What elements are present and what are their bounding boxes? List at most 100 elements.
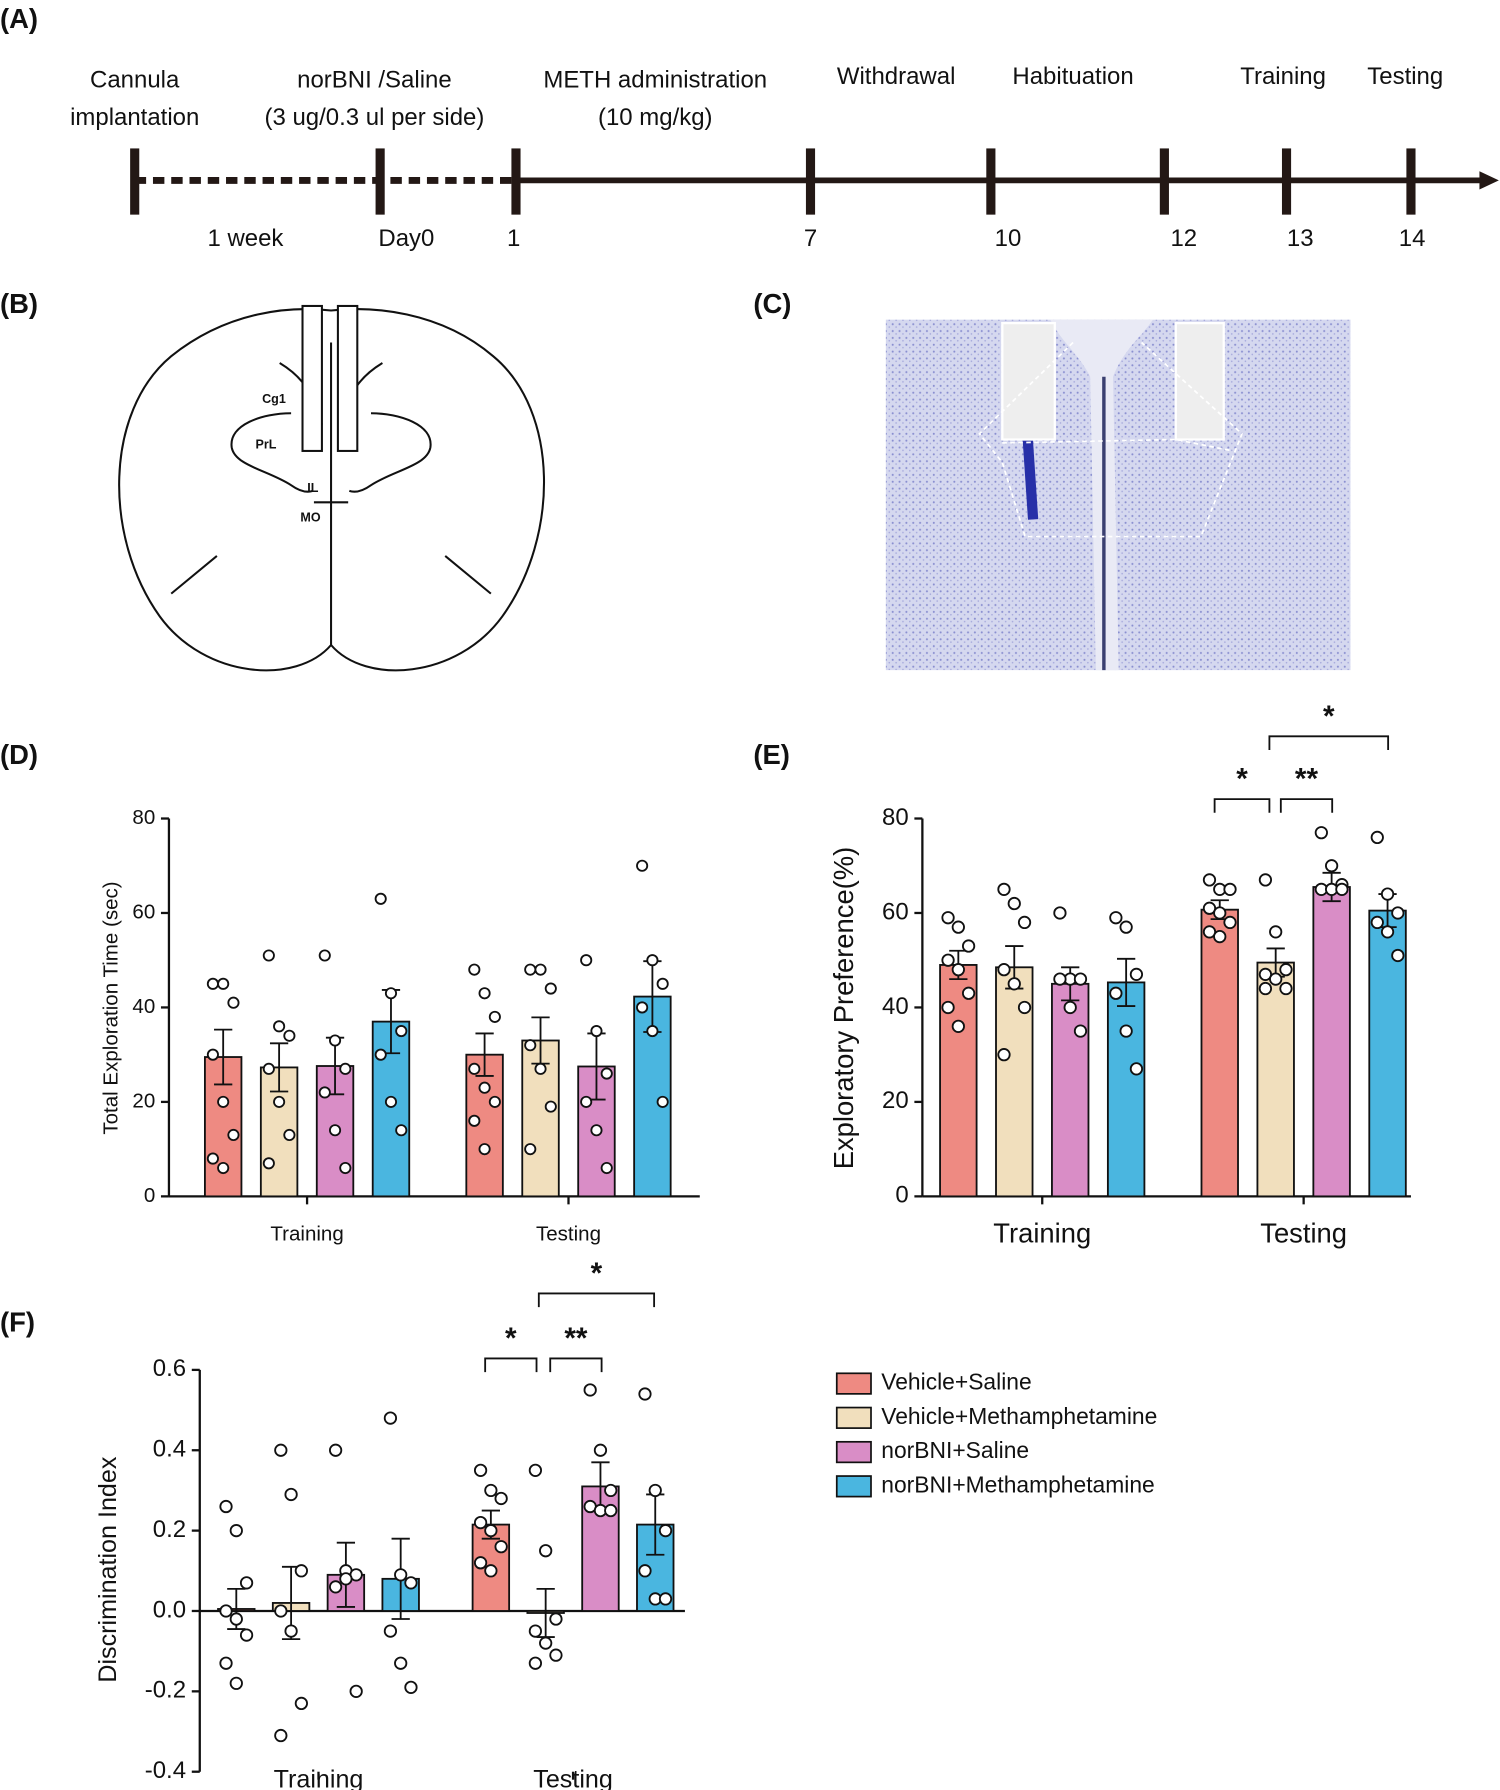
data-point: [488, 1010, 501, 1023]
data-point: [274, 1604, 288, 1618]
legend-label: Vehicle+Methamphetamine: [881, 1403, 1157, 1429]
data-point: [1269, 972, 1283, 986]
data-point: [328, 1580, 343, 1594]
data-point: [384, 987, 398, 1000]
timeline-label: Withdrawal: [837, 63, 956, 90]
significance-label: *: [591, 1257, 603, 1290]
data-point: [229, 1523, 243, 1538]
data-point: [600, 1067, 613, 1080]
data-point: [539, 1636, 553, 1650]
data-point: [528, 1624, 543, 1638]
timeline-label: Training: [1240, 63, 1326, 90]
timeline: [134, 171, 1499, 190]
panel-label: (E): [753, 739, 790, 770]
data-point: [239, 1576, 254, 1590]
data-point: [1258, 873, 1273, 887]
significance-bracket: [1268, 735, 1390, 751]
data-point: [339, 1572, 353, 1586]
data-point: [262, 949, 275, 962]
data-point: [294, 1696, 308, 1711]
chart: -0.4 -0.2 0.0 0.2 0.4 0.6 Discrimination Index…: [94, 1257, 685, 1790]
data-point: [227, 1128, 240, 1142]
data-point: [590, 1124, 603, 1137]
data-point: [239, 1628, 254, 1642]
data-point: [219, 1499, 233, 1514]
significance-bracket: [1213, 798, 1271, 813]
data-point: [524, 1039, 537, 1052]
x-tick-label: Testing: [536, 1223, 601, 1246]
panel-label: (A): [0, 3, 38, 34]
data-point: [997, 882, 1011, 896]
data-point: [1370, 830, 1384, 845]
error-bar: [269, 1042, 289, 1093]
data-point: [580, 1095, 593, 1108]
y-axis-title: Exploratory Preference(%): [828, 847, 859, 1170]
x-tick-label: Testing: [1260, 1217, 1347, 1248]
data-point: [395, 1124, 408, 1137]
region-label: PrL: [256, 438, 277, 452]
data-point: [1213, 929, 1227, 944]
significance-label: **: [1295, 763, 1319, 796]
data-point: [274, 1728, 288, 1743]
data-point: [941, 1000, 955, 1015]
x-tick-label: Training: [993, 1217, 1091, 1248]
data-point: [1129, 1062, 1144, 1076]
data-point: [484, 1523, 498, 1538]
y-tick-label: 0: [895, 1182, 908, 1209]
data-point: [1391, 906, 1405, 920]
significance-label: *: [1236, 763, 1248, 796]
data-point: [1223, 882, 1237, 896]
panel-label: (C): [753, 288, 791, 319]
data-point: [206, 1152, 219, 1165]
data-point: [1380, 925, 1395, 939]
data-point: [478, 987, 491, 1000]
data-point: [478, 1143, 491, 1156]
data-point: [646, 1025, 659, 1038]
data-point: [997, 1048, 1011, 1062]
data-point: [941, 953, 955, 967]
y-tick-label: 40: [132, 995, 155, 1018]
data-point: [590, 1025, 603, 1038]
significance-bracket: [484, 1357, 538, 1373]
x-tick-label: Training: [270, 1223, 343, 1246]
data-point: [1119, 1024, 1133, 1038]
data-point: [951, 963, 965, 977]
data-point: [580, 954, 593, 967]
timeline-day: Day0: [378, 225, 434, 252]
data-point: [1314, 826, 1328, 840]
data-point: [468, 1114, 481, 1127]
data-point: [488, 1095, 501, 1108]
data-point: [961, 939, 976, 953]
data-point: [656, 977, 669, 990]
legend-swatch: [835, 1406, 872, 1429]
brain-schematic: [118, 304, 545, 672]
timeline-label: Cannula: [90, 66, 180, 93]
data-point: [1007, 896, 1021, 911]
error-bar: [214, 1028, 233, 1086]
data-point: [262, 1062, 275, 1075]
data-point: [284, 1487, 298, 1502]
chart: 0 20 40 60 80 Total Exploration Time (sec) Tra…: [99, 806, 700, 1246]
data-point: [528, 1656, 543, 1670]
data-point: [473, 1463, 488, 1477]
timeline-tick: [1281, 148, 1292, 215]
data-point: [658, 1592, 673, 1606]
timeline-day: 13: [1287, 225, 1314, 252]
data-point: [1202, 873, 1217, 887]
data-point: [374, 892, 387, 905]
data-point: [339, 1062, 352, 1075]
data-point: [1325, 859, 1339, 873]
y-tick-label: 20: [132, 1089, 155, 1112]
data-point: [997, 963, 1011, 977]
bar: [1200, 908, 1239, 1198]
timeline-day: 12: [1170, 225, 1197, 252]
data-point: [468, 1062, 481, 1075]
data-point: [468, 963, 481, 976]
data-point: [206, 977, 219, 990]
data-point: [1017, 1000, 1032, 1015]
data-point: [484, 1483, 498, 1498]
y-tick-label: 60: [132, 900, 155, 923]
significance-label: *: [505, 1322, 517, 1355]
data-point: [549, 1612, 563, 1626]
significance-bracket: [1279, 798, 1334, 813]
